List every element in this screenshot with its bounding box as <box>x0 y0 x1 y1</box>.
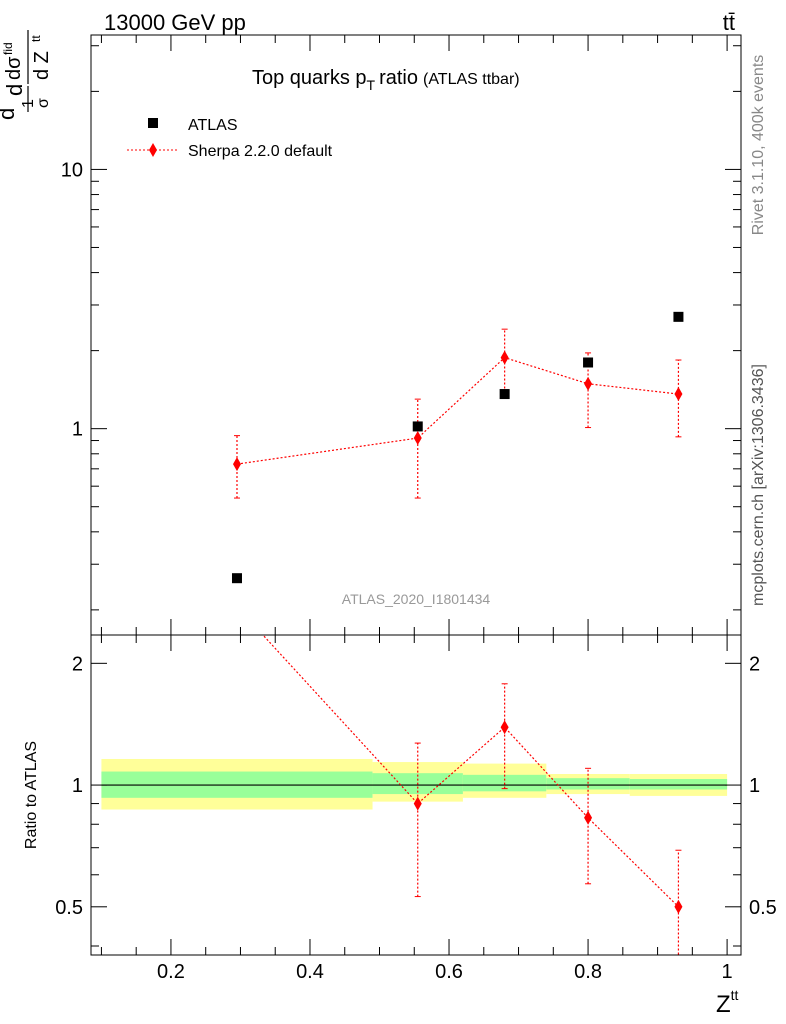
ratio-bands <box>101 758 728 810</box>
sherpa-point <box>500 350 509 365</box>
legend-sherpa-label: Sherpa 2.2.0 default <box>188 143 333 160</box>
y-tick-label: 1 <box>72 419 83 441</box>
sherpa-line <box>236 356 679 465</box>
sherpa-ratio-point <box>500 720 509 735</box>
ylabel-part: fid <box>1 42 15 55</box>
rivet-label: Rivet 3.1.10, 400k events <box>750 55 767 236</box>
sherpa-point <box>413 431 422 446</box>
sherpa-point <box>674 387 683 402</box>
ratio-y-axis-label: Ratio to ATLAS <box>23 741 40 849</box>
header-right: tt̄ <box>723 10 735 35</box>
main-y-axis-label: d 1 σ d dσ fid d Z tt <box>0 30 53 120</box>
ratio-ticks <box>91 635 741 955</box>
atlas-point <box>412 421 423 432</box>
analysis-watermark: ATLAS_2020_I1801434 <box>342 591 491 607</box>
ratio-frame <box>90 634 742 956</box>
legend: ATLAS Sherpa 2.2.0 default <box>127 117 333 160</box>
x-tick-label: 0.6 <box>435 961 463 983</box>
mcplots-label: mcplots.cern.ch [arXiv:1306.3436] <box>750 364 767 606</box>
main-data <box>231 311 684 584</box>
ylabel-part: d Z <box>31 51 53 80</box>
sherpa-point <box>584 376 593 391</box>
ratio-y-tick-labels: 0.5 0.5 1 1 2 2 <box>55 653 777 918</box>
x-tick-label: 0.4 <box>296 961 324 983</box>
main-title-small: (ATLAS ttbar) <box>423 71 520 88</box>
sherpa-ratio-line <box>262 635 679 908</box>
sherpa-ratio-point <box>413 796 422 811</box>
sherpa-ratio-point <box>674 899 683 914</box>
atlas-point <box>231 573 242 584</box>
x-axis-label: Ztt <box>716 987 739 1018</box>
ylabel-part: dσ <box>3 56 25 80</box>
y-tick-label: 0.5 <box>55 897 83 919</box>
ylabel-part: d <box>2 84 27 96</box>
y-tick-label: 2 <box>72 653 83 675</box>
main-ticks <box>91 35 741 635</box>
x-tick-labels: 0.2 0.4 0.6 0.8 1 <box>157 961 733 983</box>
uncertainty-band-green <box>629 779 728 790</box>
ylabel-part: σ <box>35 98 52 108</box>
y-tick-label-right: 2 <box>749 653 760 675</box>
atlas-point <box>673 311 684 322</box>
ylabel-part: d <box>0 108 19 120</box>
main-title-sub: T <box>367 77 376 93</box>
main-title: Top quarks pT ratio (ATLAS ttbar) <box>252 67 520 93</box>
y-tick-label: 10 <box>61 159 83 181</box>
y-tick-label-right: 0.5 <box>749 897 777 919</box>
ratio-data <box>262 635 683 955</box>
x-tick-label: 1 <box>722 961 733 983</box>
atlas-point <box>499 389 510 400</box>
ratio-clipped-group <box>262 635 683 955</box>
x-axis-label-sup: tt <box>731 987 739 1003</box>
sherpa-ratio-point <box>584 810 593 825</box>
ratio-panel: 0.5 0.51 12 2 0.2 0.4 0.6 0.8 1 Ratio to ATLAS … <box>23 634 777 1018</box>
main-title-tail: ratio <box>379 67 418 89</box>
y-tick-label: 1 <box>72 775 83 797</box>
legend-sherpa-marker <box>149 143 157 157</box>
legend-atlas-label: ATLAS <box>188 117 238 134</box>
y-tick-label-right: 1 <box>749 775 760 797</box>
x-tick-label: 0.2 <box>157 961 185 983</box>
atlas-point <box>583 357 594 368</box>
header-left: 13000 GeV pp <box>104 10 246 35</box>
uncertainty-band-green <box>546 778 630 790</box>
main-y-tick-labels: 1 10 <box>61 159 83 440</box>
ylabel-part: tt <box>29 35 43 42</box>
x-tick-label: 0.8 <box>574 961 602 983</box>
legend-atlas-marker <box>148 118 158 128</box>
sherpa-point <box>232 457 241 472</box>
